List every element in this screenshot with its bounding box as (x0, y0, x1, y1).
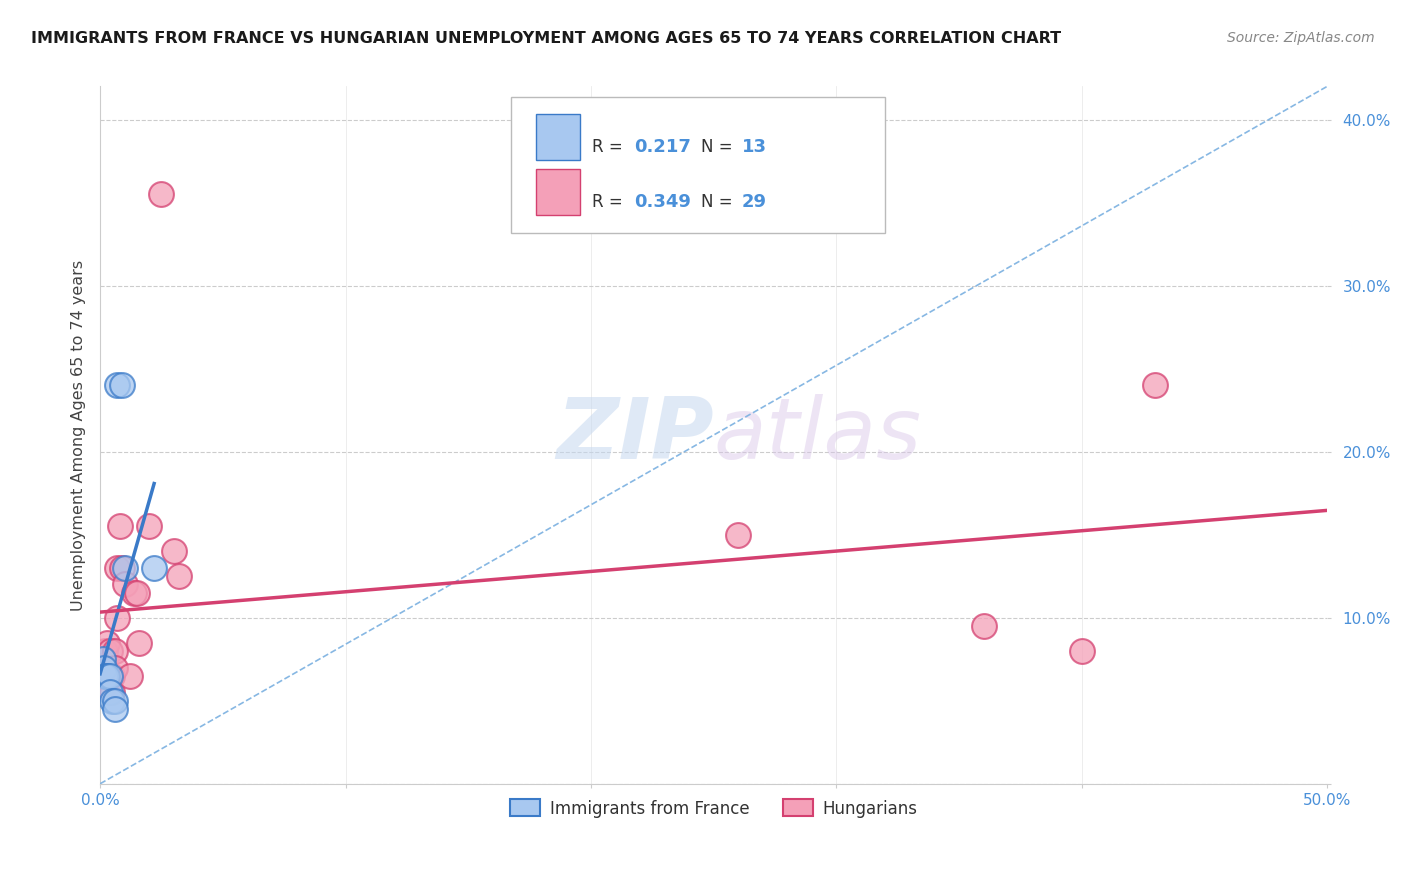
FancyBboxPatch shape (536, 169, 579, 215)
Text: 29: 29 (742, 193, 766, 211)
Text: ZIP: ZIP (555, 393, 714, 476)
Point (90, 660, 112, 674)
Text: Source: ZipAtlas.com: Source: ZipAtlas.com (1227, 31, 1375, 45)
Point (167, 569, 190, 583)
Point (108, 519, 131, 533)
Point (143, 561, 166, 575)
Text: 0.217: 0.217 (634, 138, 690, 156)
Text: 13: 13 (742, 138, 766, 156)
Point (111, 561, 134, 575)
Point (114, 561, 136, 575)
Text: 0.349: 0.349 (634, 193, 690, 211)
Point (93, 660, 115, 674)
Text: R =: R = (592, 193, 628, 211)
Point (727, 527, 749, 541)
Point (98, 644, 121, 658)
Point (91, 652, 114, 666)
Text: atlas: atlas (714, 393, 922, 476)
Point (128, 635, 150, 649)
Point (104, 660, 127, 674)
Text: N =: N = (702, 138, 738, 156)
Text: N =: N = (702, 193, 738, 211)
Point (973, 619, 995, 633)
Text: IMMIGRANTS FROM FRANCE VS HUNGARIAN UNEMPLOYMENT AMONG AGES 65 TO 74 YEARS CORRE: IMMIGRANTS FROM FRANCE VS HUNGARIAN UNEM… (31, 31, 1062, 46)
Point (1070, 644, 1092, 658)
FancyBboxPatch shape (536, 114, 579, 160)
Point (94, 677, 117, 691)
Point (138, 519, 160, 533)
Point (118, 669, 141, 683)
Y-axis label: Unemployment Among Ages 65 to 74 years: Unemployment Among Ages 65 to 74 years (72, 260, 86, 611)
Point (114, 577, 136, 591)
Point (105, 610, 128, 624)
Point (91, 669, 114, 683)
Point (104, 702, 127, 716)
Point (150, 187, 173, 202)
Legend: Immigrants from France, Hungarians: Immigrants from France, Hungarians (503, 793, 924, 824)
Point (105, 378, 128, 392)
Point (96, 669, 118, 683)
Point (98, 685, 121, 699)
Point (125, 586, 148, 600)
Point (101, 685, 124, 699)
Point (94, 669, 117, 683)
Point (91, 652, 114, 666)
Point (1144, 378, 1167, 392)
Point (105, 561, 128, 575)
Point (111, 378, 134, 392)
Point (101, 669, 124, 683)
Point (104, 694, 127, 708)
Point (101, 694, 124, 708)
Point (96, 669, 118, 683)
Point (96, 635, 118, 649)
Point (98, 669, 121, 683)
FancyBboxPatch shape (512, 97, 886, 233)
Point (94, 644, 117, 658)
Point (104, 644, 127, 658)
Point (124, 586, 146, 600)
Point (163, 544, 186, 558)
Text: R =: R = (592, 138, 628, 156)
